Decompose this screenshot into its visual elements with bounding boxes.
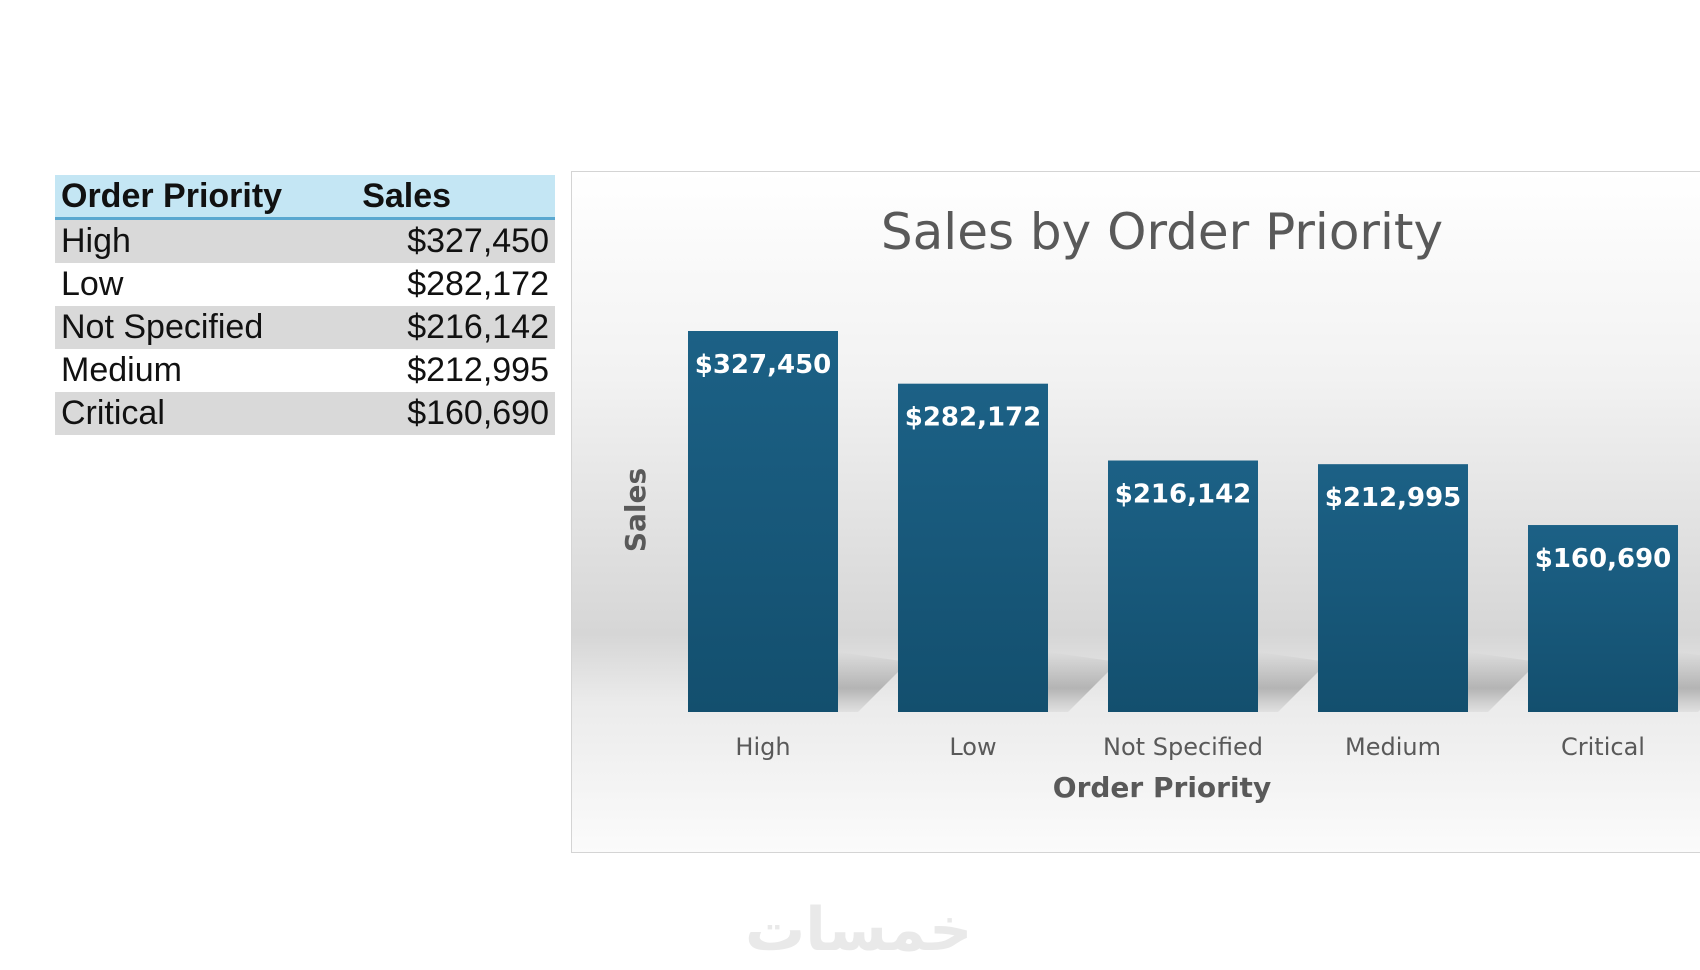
table-row: Low $282,172 bbox=[55, 263, 555, 306]
data-label: $327,450 bbox=[695, 350, 832, 380]
watermark-logo: خمسات bbox=[745, 895, 973, 965]
bar-shadow bbox=[1468, 652, 1538, 712]
data-label: $216,142 bbox=[1115, 480, 1252, 510]
sales-cell: $212,995 bbox=[407, 351, 549, 389]
x-tick-label: Low bbox=[949, 733, 996, 761]
sales-cell: $160,690 bbox=[356, 392, 555, 435]
priority-cell: Low bbox=[61, 265, 124, 303]
data-label: $282,172 bbox=[905, 403, 1042, 433]
table-row: Critical $160,690 bbox=[55, 392, 555, 435]
y-axis-title: Sales bbox=[619, 468, 652, 552]
bar-shadow bbox=[1678, 652, 1700, 712]
bar bbox=[1318, 464, 1468, 712]
priority-cell: Not Specified bbox=[55, 306, 357, 349]
priority-cell: High bbox=[55, 218, 357, 263]
x-tick-label: High bbox=[735, 733, 790, 761]
bar bbox=[688, 331, 838, 712]
bar bbox=[1528, 525, 1678, 712]
chart-area: Sales by Order Priority $327,450 $282,172… bbox=[571, 171, 1700, 853]
sales-cell: $327,450 bbox=[356, 218, 555, 263]
sales-table: Order Priority Sales High $327,450 Low $… bbox=[55, 175, 555, 435]
bar-chart: Sales by Order Priority $327,450 $282,172… bbox=[619, 203, 1700, 804]
x-tick-label: Not Specified bbox=[1103, 733, 1263, 761]
bar bbox=[1108, 460, 1258, 712]
sales-cell: $216,142 bbox=[356, 306, 555, 349]
table-row: High $327,450 bbox=[55, 218, 555, 263]
priority-cell: Critical bbox=[55, 392, 357, 435]
column-header-sales: Sales bbox=[356, 175, 555, 220]
table-header-row: Order Priority Sales bbox=[55, 175, 555, 220]
priority-cell: Medium bbox=[61, 351, 182, 389]
x-tick-label: Medium bbox=[1345, 733, 1441, 761]
chart-title: Sales by Order Priority bbox=[881, 203, 1443, 261]
table-row: Not Specified $216,142 bbox=[55, 306, 555, 349]
sales-cell: $282,172 bbox=[407, 265, 549, 303]
table-row: Medium $212,995 bbox=[55, 349, 555, 392]
bar-shadow bbox=[1048, 652, 1118, 712]
bar bbox=[898, 383, 1048, 712]
data-label: $212,995 bbox=[1325, 483, 1462, 513]
bar-shadow bbox=[1258, 652, 1328, 712]
data-label: $160,690 bbox=[1535, 544, 1672, 574]
column-header-priority: Order Priority bbox=[55, 175, 357, 220]
x-tick-label: Critical bbox=[1561, 733, 1645, 761]
x-axis-title: Order Priority bbox=[1053, 771, 1271, 804]
bar-shadow bbox=[838, 652, 908, 712]
